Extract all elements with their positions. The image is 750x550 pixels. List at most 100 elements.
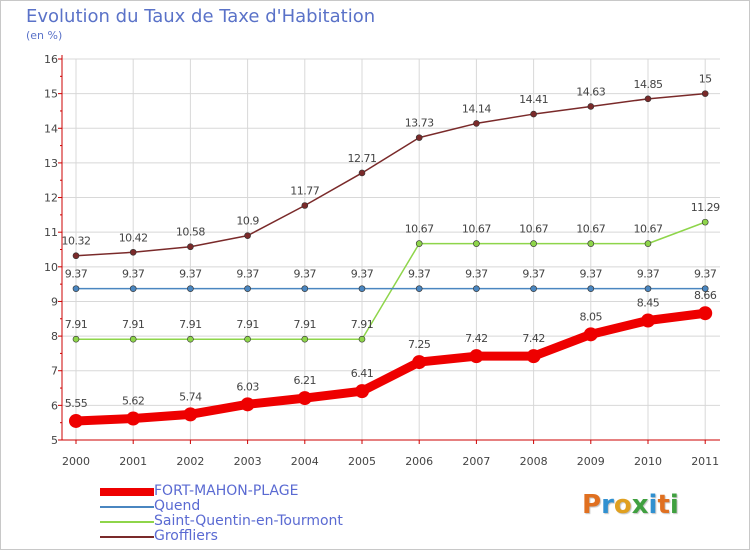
data-label-saint-quentin-en-tourmont: 10.67 xyxy=(576,223,605,236)
data-point-quend xyxy=(187,285,194,292)
data-label-quend: 9.37 xyxy=(580,268,603,281)
x-tick-label-2003: 2003 xyxy=(234,455,262,468)
y-tick-label-12: 12 xyxy=(44,192,58,205)
legend-item-saint-quentin-en-tourmont: Saint-Quentin-en-Tourmont xyxy=(100,514,343,529)
y-tick-label-15: 15 xyxy=(44,88,58,101)
y-tick-label-16: 16 xyxy=(44,53,58,66)
data-point-quend xyxy=(72,285,80,292)
data-label-groffliers: 14.41 xyxy=(519,93,548,106)
x-tick-label-2011: 2011 xyxy=(691,455,719,468)
y-tick-label-7: 7 xyxy=(51,365,58,378)
data-point-groffliers xyxy=(301,202,309,209)
data-point-quend xyxy=(701,285,709,292)
data-label-groffliers: 10.9 xyxy=(236,215,259,228)
logo-letter: o xyxy=(613,490,632,520)
data-label-groffliers: 15 xyxy=(699,73,712,86)
data-label-quend: 9.37 xyxy=(351,268,374,281)
data-point-groffliers xyxy=(473,120,480,127)
data-label-fort-mahon-plage: 5.62 xyxy=(122,395,145,408)
data-label-groffliers: 14.63 xyxy=(576,85,605,98)
data-label-quend: 9.37 xyxy=(122,268,145,281)
data-point-saint-quentin-en-tourmont xyxy=(358,335,366,343)
data-point-groffliers xyxy=(587,103,595,110)
legend-label-fort-mahon-plage: FORT-MAHON-PLAGE xyxy=(154,483,299,499)
legend-label-quend: Quend xyxy=(154,498,201,514)
legend-label-groffliers: Groffliers xyxy=(154,528,218,544)
data-point-saint-quentin-en-tourmont xyxy=(473,240,480,247)
data-label-groffliers: 10.58 xyxy=(176,226,205,239)
data-label-quend: 9.37 xyxy=(637,268,660,281)
legend-label-saint-quentin-en-tourmont: Saint-Quentin-en-Tourmont xyxy=(154,513,343,529)
data-label-groffliers: 12.71 xyxy=(348,152,377,165)
series-lines xyxy=(69,90,713,428)
y-tick-label-13: 13 xyxy=(44,157,58,170)
data-point-fort-mahon-plage xyxy=(183,407,198,422)
data-label-quend: 9.37 xyxy=(294,268,317,281)
legend-item-quend: Quend xyxy=(100,499,343,514)
data-label-fort-mahon-plage: 7.42 xyxy=(465,332,488,345)
chart-title: Evolution du Taux de Taxe d'Habitation xyxy=(26,6,376,27)
data-label-saint-quentin-en-tourmont: 10.67 xyxy=(405,223,434,236)
legend-swatch-groffliers xyxy=(100,535,154,538)
legend-item-groffliers: Groffliers xyxy=(100,529,343,544)
data-point-saint-quentin-en-tourmont xyxy=(644,240,652,247)
data-label-quend: 9.37 xyxy=(236,268,259,281)
data-point-groffliers xyxy=(129,248,137,256)
data-label-saint-quentin-en-tourmont: 10.67 xyxy=(519,223,548,236)
data-point-saint-quentin-en-tourmont xyxy=(587,240,595,247)
data-point-saint-quentin-en-tourmont xyxy=(701,218,709,226)
data-point-fort-mahon-plage xyxy=(469,349,484,364)
data-point-fort-mahon-plage xyxy=(355,384,369,399)
series-line-groffliers xyxy=(75,92,706,257)
legend-swatch-saint-quentin-en-tourmont xyxy=(100,520,154,523)
y-tick-label-11: 11 xyxy=(44,226,58,239)
data-point-quend xyxy=(530,285,537,292)
x-tick-label-2008: 2008 xyxy=(520,455,548,468)
data-point-saint-quentin-en-tourmont xyxy=(244,335,251,343)
data-point-groffliers xyxy=(530,110,537,118)
data-label-fort-mahon-plage: 6.41 xyxy=(351,367,374,380)
data-point-groffliers xyxy=(358,169,366,177)
data-label-saint-quentin-en-tourmont: 7.91 xyxy=(65,318,88,331)
y-tick-label-14: 14 xyxy=(44,122,58,135)
data-point-quend xyxy=(129,285,137,292)
series-line-fort-mahon-plage xyxy=(71,308,710,426)
data-label-saint-quentin-en-tourmont: 7.91 xyxy=(236,318,259,331)
data-point-fort-mahon-plage xyxy=(69,413,83,428)
series-line-saint-quentin-en-tourmont xyxy=(75,221,706,340)
x-tick-label-2004: 2004 xyxy=(291,455,319,468)
data-label-groffliers: 11.77 xyxy=(290,185,319,198)
y-tick-label-9: 9 xyxy=(51,295,58,308)
chart-subtitle: (en %) xyxy=(26,29,63,42)
data-point-groffliers xyxy=(187,243,194,251)
data-label-fort-mahon-plage: 8.45 xyxy=(637,297,660,310)
y-tick-label-8: 8 xyxy=(51,330,58,343)
logo-letter: r xyxy=(601,490,614,520)
data-label-quend: 9.37 xyxy=(179,268,202,281)
data-point-fort-mahon-plage xyxy=(412,355,427,370)
data-point-groffliers xyxy=(644,95,652,103)
y-tick-label-6: 6 xyxy=(51,399,58,412)
data-label-groffliers: 13.73 xyxy=(405,117,434,130)
data-label-quend: 9.37 xyxy=(694,268,717,281)
data-label-fort-mahon-plage: 7.42 xyxy=(522,332,545,345)
data-label-groffliers: 14.85 xyxy=(634,78,663,91)
data-label-saint-quentin-en-tourmont: 7.91 xyxy=(122,318,145,331)
data-label-fort-mahon-plage: 8.66 xyxy=(694,289,717,302)
legend-swatch-fort-mahon-plage xyxy=(100,487,154,496)
data-point-saint-quentin-en-tourmont xyxy=(415,240,423,247)
data-label-quend: 9.37 xyxy=(408,268,431,281)
data-point-groffliers xyxy=(415,134,423,141)
data-point-fort-mahon-plage xyxy=(641,313,655,328)
logo-letter: P xyxy=(582,490,602,520)
data-label-quend: 9.37 xyxy=(522,268,545,281)
x-tick-label-2009: 2009 xyxy=(577,455,605,468)
data-label-fort-mahon-plage: 6.03 xyxy=(236,380,259,393)
data-label-fort-mahon-plage: 5.74 xyxy=(179,390,202,403)
logo-letter: i xyxy=(669,490,679,520)
data-point-saint-quentin-en-tourmont xyxy=(72,335,80,343)
data-point-saint-quentin-en-tourmont xyxy=(301,335,309,343)
logo-letter: x xyxy=(631,490,649,520)
data-label-saint-quentin-en-tourmont: 7.91 xyxy=(179,318,202,331)
